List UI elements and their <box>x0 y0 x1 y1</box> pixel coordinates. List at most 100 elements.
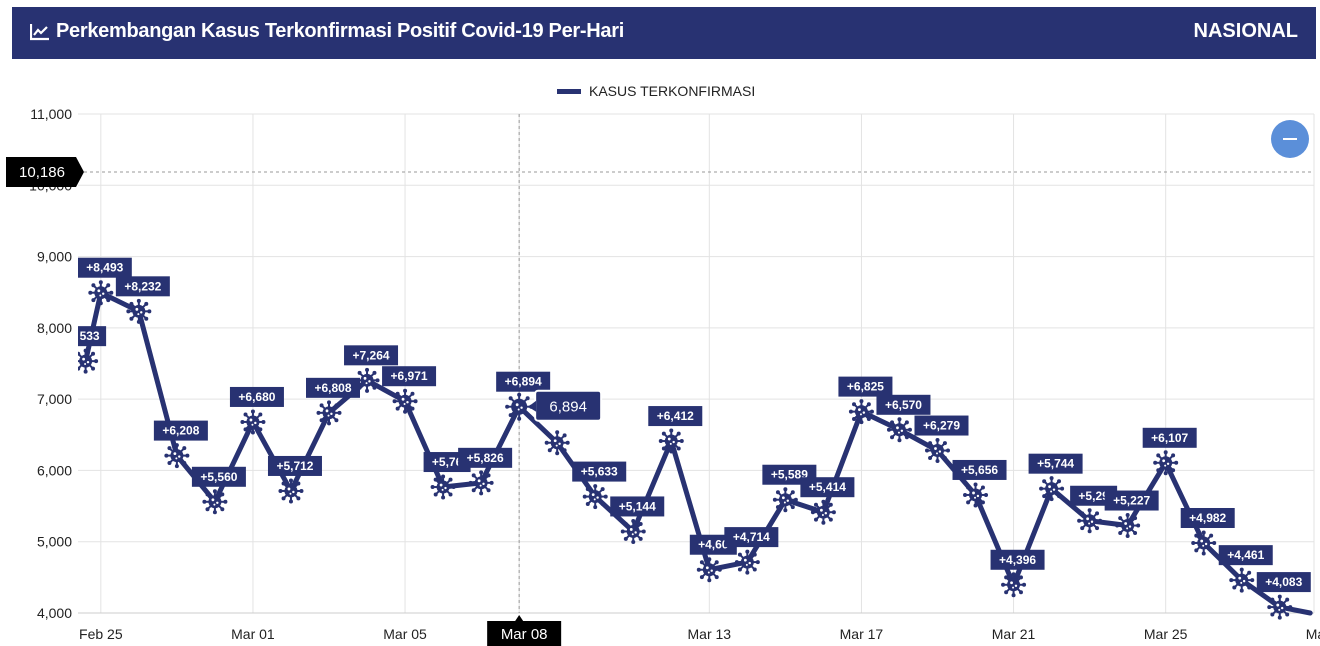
data-label-text: +5,76 <box>432 455 463 469</box>
data-label: +6,412 <box>648 406 703 427</box>
virus-icon[interactable] <box>544 430 570 456</box>
data-label: +4,396 <box>990 549 1045 570</box>
line-chart-icon <box>30 24 49 41</box>
data-label: +4,714 <box>724 527 779 548</box>
crosshair-y-label: 10,186 <box>6 157 84 188</box>
data-label: +5,656 <box>952 459 1007 480</box>
virus-icon[interactable] <box>810 499 836 525</box>
data-label-text: +6,808 <box>314 381 351 395</box>
markers[interactable] <box>73 280 1293 620</box>
virus-icon[interactable] <box>1001 572 1027 598</box>
data-label: +6,894 <box>496 371 551 392</box>
virus-icon[interactable] <box>240 409 266 435</box>
data-label-text: +5,29 <box>1078 489 1109 503</box>
virus-icon[interactable] <box>278 478 304 504</box>
data-label: +4,083 <box>1256 572 1311 593</box>
crosshair-x-label: Mar 08 <box>487 615 562 646</box>
data-label: +8,232 <box>115 276 170 297</box>
data-label: +6,971 <box>382 366 437 387</box>
virus-icon[interactable] <box>164 443 190 469</box>
data-label: +6,107 <box>1142 427 1197 448</box>
data-label-text: +6,412 <box>657 409 694 423</box>
region-label: NASIONAL <box>1193 20 1298 42</box>
x-tick-label: Mar <box>1306 626 1320 642</box>
data-label: +7,264 <box>344 345 399 366</box>
x-tick-label: Mar 25 <box>1144 626 1188 642</box>
data-label-text: +5,656 <box>961 463 998 477</box>
data-label-text: +6,570 <box>885 398 922 412</box>
virus-icon[interactable] <box>430 474 456 500</box>
legend[interactable]: KASUS TERKONFIRMASI <box>557 83 755 99</box>
virus-icon[interactable] <box>316 400 342 426</box>
virus-icon[interactable] <box>772 487 798 513</box>
virus-icon[interactable] <box>1191 530 1217 556</box>
data-label: +6,570 <box>876 394 931 415</box>
data-label-text: +4,982 <box>1189 511 1226 525</box>
virus-icon[interactable] <box>392 388 418 414</box>
data-label: +8,493 <box>78 257 132 278</box>
crosshair <box>78 114 1314 613</box>
virus-icon[interactable] <box>582 484 608 510</box>
data-label: +5,560 <box>191 466 246 487</box>
virus-icon[interactable] <box>202 489 228 515</box>
x-tick-label: Mar 13 <box>688 626 732 642</box>
x-axis: Feb 25 Mar 01 Mar 05 Mar 08 Mar 13 Mar 17 Mar … <box>79 626 1320 642</box>
crosshair-x-label-text: Mar 08 <box>501 626 548 643</box>
y-tick-label: 9,000 <box>37 249 72 265</box>
x-tick-label: Mar 01 <box>231 626 275 642</box>
virus-icon[interactable] <box>1039 476 1065 502</box>
virus-icon[interactable] <box>73 348 99 374</box>
data-label-text: 533 <box>80 329 100 343</box>
data-label: +5,826 <box>458 447 513 468</box>
data-label: +5,633 <box>572 461 627 482</box>
data-labels: 533 +8,493+8,232 +6,208 +5,560 +6,680 +5,712 +… <box>78 257 1311 593</box>
grid <box>78 113 1315 614</box>
data-label-text: +5,144 <box>619 499 656 513</box>
series-line <box>83 290 1313 616</box>
data-label-text: +5,560 <box>200 470 237 484</box>
virus-icon[interactable] <box>468 470 494 496</box>
virus-icon[interactable] <box>505 392 534 421</box>
virus-icon[interactable] <box>963 482 989 508</box>
data-label: +6,680 <box>229 386 284 407</box>
data-label-text: +6,208 <box>162 424 199 438</box>
data-label-text: +5,826 <box>467 451 504 465</box>
virus-icon[interactable] <box>1077 508 1103 534</box>
cases-line-chart[interactable]: 4,0005,0006,0007,0008,0009,00010,00011,0… <box>0 70 1320 646</box>
virus-icon[interactable] <box>126 298 152 324</box>
data-label: +6,208 <box>153 420 208 441</box>
virus-icon[interactable] <box>1267 594 1293 620</box>
virus-icon[interactable] <box>354 367 380 393</box>
data-label-text: +4,083 <box>1265 575 1302 589</box>
virus-icon[interactable] <box>620 518 646 544</box>
data-label-text: +4,396 <box>999 553 1036 567</box>
virus-icon[interactable] <box>88 280 114 306</box>
virus-icon[interactable] <box>658 428 684 454</box>
legend-swatch <box>557 89 581 94</box>
chart-title: Perkembangan Kasus Terkonfirmasi Positif… <box>56 20 624 42</box>
y-tick-label: 8,000 <box>37 320 72 336</box>
data-label-text: +5,589 <box>771 468 808 482</box>
virus-icon[interactable] <box>924 438 950 464</box>
series-polyline <box>83 290 1313 616</box>
data-label: +5,227 <box>1104 490 1159 511</box>
virus-icon[interactable] <box>734 549 760 575</box>
data-label-text: +4,714 <box>733 530 770 544</box>
crosshair-y-label-text: 10,186 <box>19 164 65 181</box>
data-label: +5,414 <box>800 477 855 498</box>
y-tick-label: 11,000 <box>30 106 72 122</box>
virus-icon[interactable] <box>886 417 912 443</box>
y-tick-label: 4,000 <box>37 605 72 621</box>
zoom-out-button[interactable] <box>1271 120 1309 158</box>
virus-icon[interactable] <box>1229 567 1255 593</box>
tooltip-text: 6,894 <box>549 399 587 416</box>
virus-icon[interactable] <box>848 399 874 425</box>
virus-icon[interactable] <box>696 557 722 583</box>
data-label-text: +6,279 <box>923 419 960 433</box>
data-label: 533 <box>78 326 107 347</box>
data-label: +5,144 <box>610 496 665 517</box>
data-label: +5,712 <box>267 455 322 476</box>
data-label-text: +6,107 <box>1151 431 1188 445</box>
virus-icon[interactable] <box>1115 513 1141 539</box>
virus-icon[interactable] <box>1153 450 1179 476</box>
